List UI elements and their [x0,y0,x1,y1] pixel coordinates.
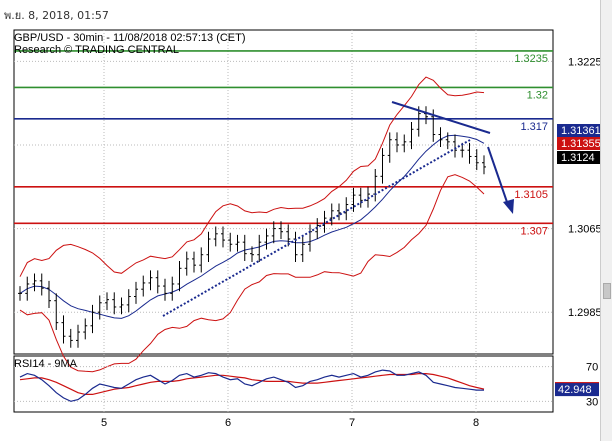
level-label: 1.3235 [514,53,548,65]
y-tick-label: 1.2985 [568,307,602,319]
rsi-line [19,369,484,402]
chart-title: GBP/USD - 30min - 11/08/2018 02:57:13 (C… [14,32,246,44]
price-panel-frame [13,29,554,355]
x-tick-label: 6 [225,417,231,429]
level-label: 1.317 [520,121,548,133]
level-label: 1.307 [520,225,548,237]
price-tag-label: 1.3124 [561,152,595,164]
vertical-scrollbar[interactable] [600,0,612,441]
scrollbar-thumb[interactable] [603,283,611,299]
rsi-tick-label: 70 [586,362,598,374]
price-tag-label: 1.31361 [561,125,601,137]
rsi-value-tag [555,383,599,397]
support-trendline [162,139,471,317]
level-label: 1.32 [527,89,548,101]
chart-subtitle: Research © TRADING CENTRAL [14,44,179,56]
price-tag-label: 1.31355 [561,138,601,150]
rsi-panel-frame [13,355,554,413]
resistance-trendline [391,101,491,134]
x-tick-label: 8 [473,417,479,429]
timestamp: พ.ย. 8, 2018, 01:57 [4,9,109,22]
forecast-arrow-head [503,199,514,214]
price-tag-box [557,124,603,137]
y-tick-label: 1.3065 [568,224,602,236]
forecast-arrow-shaft [487,146,509,206]
price-tag-box [557,151,603,164]
rsi-title: RSI14 - 9MA [14,358,77,370]
x-tick-label: 7 [349,417,355,429]
bollinger-lower-band [19,174,485,373]
bollinger-upper-band [19,76,485,277]
level-label: 1.3105 [514,189,548,201]
rsi-value-label: 42.948 [558,384,592,396]
y-tick-label: 1.3225 [568,56,602,68]
rsi-tick-label: 30 [586,396,598,408]
price-tag-box [557,137,603,150]
x-tick-label: 5 [101,417,107,429]
